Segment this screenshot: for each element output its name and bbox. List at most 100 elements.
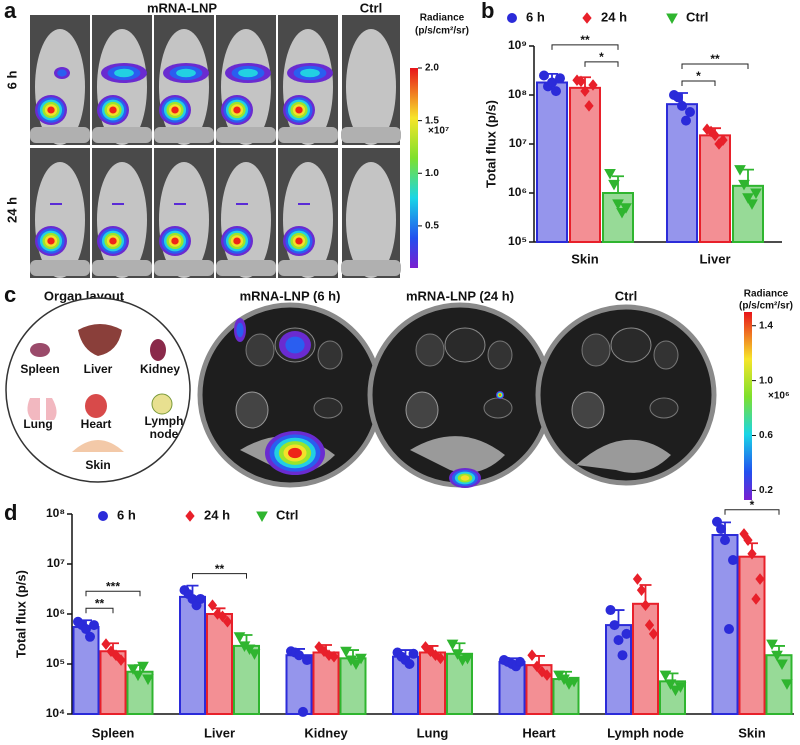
data-point [613, 635, 624, 646]
signal-spot [288, 447, 302, 459]
signal-spot [295, 106, 303, 114]
organ-tissue [405, 391, 439, 429]
signal-spot [171, 237, 179, 245]
signal-speck [298, 203, 310, 205]
significance-bracket [681, 80, 716, 86]
mouse [346, 29, 396, 145]
organ-tissue [576, 439, 671, 473]
data-point [718, 134, 728, 146]
organ-tissue [483, 397, 513, 419]
signal-spot [47, 237, 55, 245]
data-point [766, 639, 778, 651]
dish-title: mRNA-LNP (24 h) [406, 288, 514, 303]
data-point [142, 674, 154, 686]
colorbar-tick-label: 0.2 [759, 485, 773, 496]
data-point [720, 535, 730, 546]
mouse-paw [154, 260, 214, 276]
colorbar-tick-label: 2.0 [425, 63, 439, 74]
signal-spot [109, 106, 117, 114]
data-point [527, 649, 537, 661]
y-axis-label: Total flux (p/s) [13, 570, 28, 658]
significance-bracket [192, 573, 247, 579]
legend-label: Ctrl [276, 507, 298, 522]
y-tick-label: 10⁸ [46, 506, 65, 520]
x-tick-label: Liver [699, 251, 730, 266]
colorbar-tick-label: 0.6 [759, 430, 773, 441]
data-point [706, 125, 716, 138]
data-point [222, 615, 233, 628]
organ-icon [78, 324, 122, 356]
bar [569, 86, 601, 244]
data-point [750, 188, 762, 200]
organ-tissue [235, 391, 269, 429]
data-point [408, 648, 419, 659]
row-label: 6 h [4, 71, 19, 90]
organ-icon [85, 394, 107, 418]
significance-bracket [584, 61, 619, 67]
colorbar-tick-label: 1.0 [759, 375, 773, 386]
signal-spot [57, 69, 67, 77]
data-point [659, 670, 672, 682]
organ-label: Lymph node [145, 414, 184, 441]
legend-marker [185, 510, 195, 522]
y-tick-label: 10⁹ [508, 38, 527, 52]
data-point [111, 649, 121, 661]
data-point [743, 534, 753, 546]
data-point [461, 653, 474, 665]
bar [536, 81, 568, 243]
data-point [302, 655, 312, 666]
significance-label: ** [580, 33, 590, 47]
data-point [669, 685, 682, 697]
mouse [346, 162, 396, 278]
data-point [542, 669, 552, 681]
legend-marker [98, 511, 108, 521]
data-point [580, 85, 590, 97]
data-point [734, 165, 746, 176]
mouse-paw [30, 260, 90, 276]
data-point [329, 650, 339, 663]
significance-bracket [85, 607, 114, 614]
data-point [776, 659, 788, 671]
signal-spot [171, 106, 179, 114]
bar [339, 657, 367, 716]
x-tick-label: Liver [204, 725, 235, 740]
data-point [677, 100, 687, 111]
data-point [612, 199, 624, 210]
data-point [101, 638, 111, 650]
colorbar-multiplier: ×10⁷ [428, 126, 449, 137]
data-point [89, 620, 99, 631]
x-tick-label: Lymph node [607, 725, 684, 740]
bar [179, 595, 206, 715]
data-point [636, 584, 647, 596]
data-point [747, 547, 757, 560]
significance-label: ** [95, 596, 105, 610]
panel-label: c [4, 282, 16, 307]
data-point [738, 179, 750, 191]
organ-tissue [410, 436, 505, 473]
significance-label: ** [215, 562, 225, 576]
bar [312, 651, 340, 715]
signal-spot [460, 475, 470, 481]
data-point [605, 605, 616, 616]
signal-spot [47, 106, 55, 114]
data-point [195, 593, 206, 604]
mouse-paw [341, 260, 401, 276]
data-point [350, 659, 362, 671]
legend-marker [507, 13, 517, 23]
data-point [609, 620, 620, 631]
organ-icon [150, 339, 166, 361]
y-tick-label: 10⁴ [46, 706, 65, 720]
data-point [739, 528, 749, 540]
legend-label: 24 h [601, 9, 627, 24]
data-point [674, 682, 687, 693]
organ-icon [151, 393, 173, 415]
legend-label: 6 h [526, 9, 545, 24]
y-tick-label: 10⁸ [508, 87, 527, 101]
data-point [781, 679, 793, 690]
x-tick-label: Skin [738, 725, 766, 740]
colorbar-tick-label: 1.4 [759, 320, 773, 331]
signal-spot [233, 237, 241, 245]
bar [72, 625, 100, 716]
data-point [547, 77, 557, 88]
data-point [648, 628, 659, 640]
